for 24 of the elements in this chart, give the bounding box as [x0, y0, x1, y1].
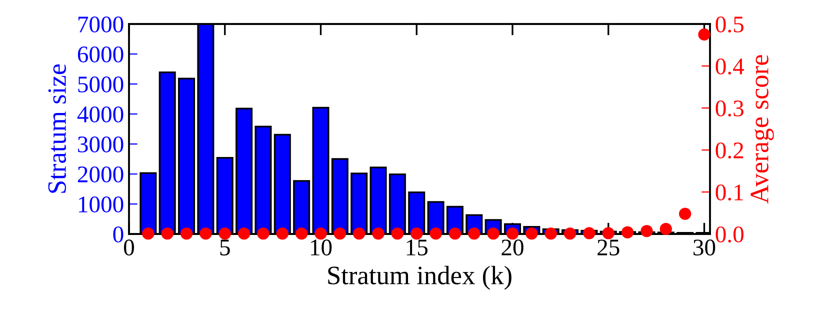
- x-tick-label: 5: [220, 240, 230, 256]
- y-tick-label: 1000: [78, 196, 124, 212]
- y-tick-label: 2000: [78, 166, 124, 182]
- y2-tick-label: 0.2: [716, 142, 744, 159]
- x-axis-title: Stratum index (k): [328, 266, 512, 290]
- y-tick-label: 5000: [78, 76, 124, 92]
- y2-axis-title: Average score: [750, 55, 774, 204]
- x-tick-label: 20: [502, 240, 524, 256]
- x-tick-label: 10: [311, 240, 332, 256]
- y-tick-label: 7000: [78, 16, 124, 32]
- x-tick-label: 0: [124, 240, 134, 256]
- y2-tick-label: 0.1: [716, 184, 743, 201]
- x-tick-label: 25: [598, 240, 620, 256]
- y2-tick-label: 0.0: [716, 226, 744, 243]
- y2-tick-label: 0.3: [716, 100, 744, 117]
- x-tick-label: 30: [694, 240, 716, 256]
- x-tick-label: 15: [406, 240, 428, 256]
- y2-tick-label: 0.4: [716, 58, 744, 75]
- y-tick-label: 4000: [77, 106, 124, 122]
- y-tick-label: 6000: [78, 46, 124, 62]
- y-tick-label: 3000: [78, 136, 124, 152]
- y-tick-label: 0: [113, 226, 124, 242]
- y-axis-title: Stratum size: [48, 64, 66, 193]
- y2-tick-label: 0.5: [716, 16, 744, 33]
